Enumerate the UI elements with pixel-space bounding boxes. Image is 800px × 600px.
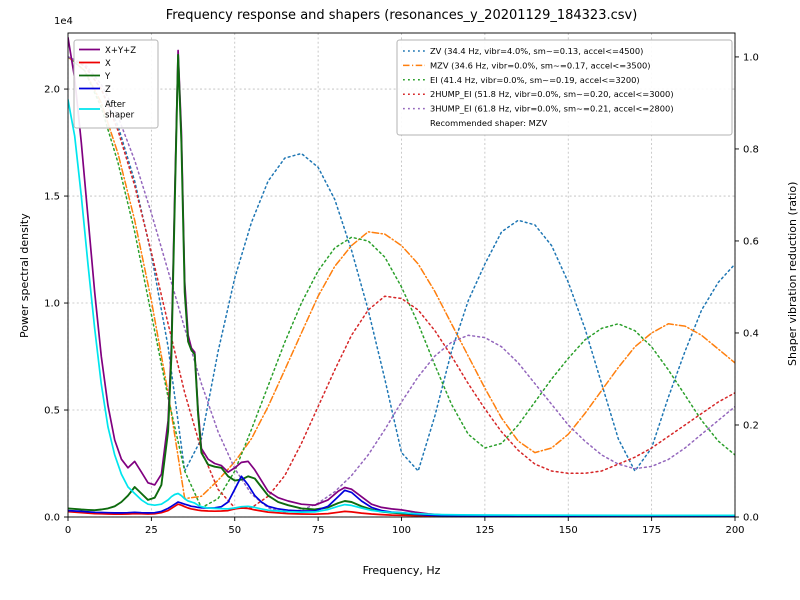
series-curves [68, 36, 735, 517]
left-tick-label: 1.0 [44, 299, 60, 310]
series-line-mzv [68, 56, 735, 500]
shaper-legend: ZV (34.4 Hz, vibr=4.0%, sm~=0.13, accel<… [396, 39, 733, 136]
shaper-legend-box [396, 39, 733, 136]
right-tick-label: 0.4 [743, 328, 759, 339]
shaper-legend-label: 3HUMP_EI (61.8 Hz, vibr=0.0%, sm~=0.21, … [430, 104, 674, 114]
right-axis-label: Shaper vibration reduction (ratio) [786, 181, 799, 366]
series-line-x-y-z [68, 36, 735, 517]
x-tick-label: 0 [65, 525, 71, 536]
x-tick-label: 200 [725, 525, 744, 536]
x-tick-label: 125 [475, 525, 494, 536]
recommended-shaper-text: Recommended shaper: MZV [430, 118, 548, 128]
right-tick-label: 0.0 [743, 513, 759, 524]
shaper-legend-label: 2HUMP_EI (51.8 Hz, vibr=0.0%, sm~=0.20, … [430, 89, 674, 99]
right-tick-label: 1.0 [743, 52, 759, 63]
series-line-x [68, 503, 735, 517]
x-tick-label: 150 [559, 525, 578, 536]
right-tick-label: 0.6 [743, 236, 759, 247]
left-axis-offset-text: 1e4 [54, 16, 73, 27]
x-tick-label: 175 [642, 525, 661, 536]
shaper-legend-label: ZV (34.4 Hz, vibr=4.0%, sm~=0.13, accel<… [430, 46, 643, 56]
psd-legend-label: After shaper [105, 100, 135, 121]
x-tick-label: 50 [228, 525, 241, 536]
psd-legend: X+Y+Z XYZ After shaper [73, 39, 159, 129]
right-tick-label: 0.8 [743, 144, 759, 155]
left-tick-label: 1.5 [44, 192, 60, 203]
series-line-ei [68, 56, 735, 509]
right-tick-label: 0.2 [743, 420, 759, 431]
left-tick-label: 0.0 [44, 513, 60, 524]
x-tick-label: 25 [145, 525, 158, 536]
x-axis-label: Frequency, Hz [362, 564, 441, 577]
chart-title: Frequency response and shapers (resonanc… [165, 8, 638, 23]
x-tick-label: 100 [392, 525, 411, 536]
psd-legend-label: Z [105, 85, 111, 95]
psd-legend-label: X [105, 59, 111, 69]
shaper-legend-label: MZV (34.6 Hz, vibr=0.0%, sm~=0.17, accel… [430, 60, 651, 70]
left-axis-label: Power spectral density [18, 213, 31, 338]
psd-legend-label: Y [104, 72, 111, 82]
psd-legend-label: X+Y+Z [105, 46, 136, 56]
shaper-legend-label: EI (41.4 Hz, vibr=0.0%, sm~=0.19, accel<… [430, 75, 640, 85]
x-tick-label: 75 [312, 525, 325, 536]
series-line-2hump-ei [68, 56, 735, 509]
left-tick-label: 0.5 [44, 406, 60, 417]
series-line-after-shaper [68, 98, 735, 517]
left-tick-label: 2.0 [44, 85, 60, 96]
axes-frame: 0 25 50 75 100 125 150 175 2000.00.51.01.52.00.0… [44, 32, 759, 536]
